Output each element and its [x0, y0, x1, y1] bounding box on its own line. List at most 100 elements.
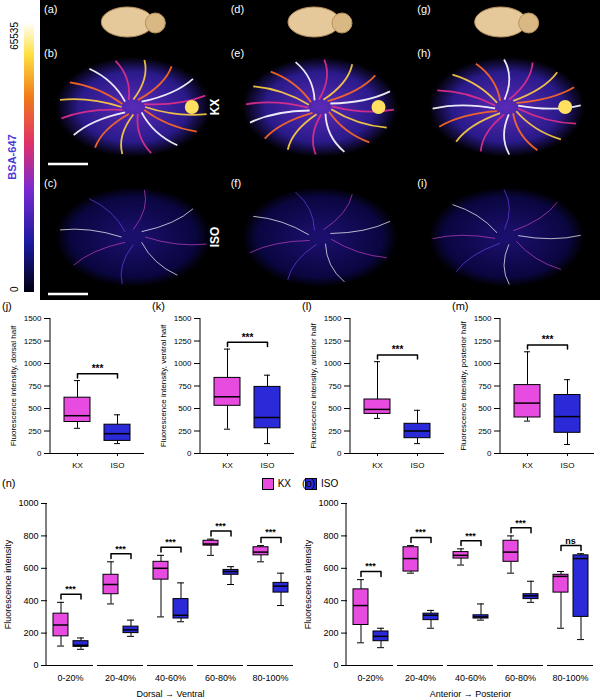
svg-text:1000: 1000: [24, 359, 42, 368]
svg-text:1500: 1500: [24, 314, 42, 323]
svg-text:(e): (e): [231, 47, 244, 59]
svg-text:***: ***: [92, 363, 104, 374]
html-text:(k): (k): [152, 300, 165, 312]
svg-text:60-80%: 60-80%: [505, 673, 536, 683]
svg-text:1000: 1000: [324, 359, 342, 368]
svg-text:Dorsal → Ventral: Dorsal → Ventral: [136, 689, 204, 699]
svg-text:40-60%: 40-60%: [455, 673, 486, 683]
svg-text:600: 600: [323, 563, 338, 573]
svg-text:750: 750: [178, 382, 192, 391]
svg-text:1000: 1000: [474, 359, 492, 368]
svg-text:750: 750: [328, 382, 342, 391]
svg-text:800: 800: [23, 531, 38, 541]
svg-text:80-100%: 80-100%: [252, 673, 288, 683]
svg-text:500: 500: [478, 404, 492, 413]
svg-text:ISO: ISO: [561, 461, 575, 470]
svg-text:0: 0: [37, 449, 42, 458]
svg-text:1500: 1500: [474, 314, 492, 323]
svg-text:***: ***: [165, 537, 176, 547]
svg-text:***: ***: [542, 334, 554, 345]
svg-text:250: 250: [28, 427, 42, 436]
svg-text:750: 750: [478, 382, 492, 391]
svg-text:20-40%: 20-40%: [105, 673, 136, 683]
svg-text:1500: 1500: [324, 314, 342, 323]
svg-text:***: ***: [392, 344, 404, 355]
svg-text:Fluorescence intensity, anteri: Fluorescence intensity, anterior half: [309, 322, 318, 448]
svg-text:1250: 1250: [324, 337, 342, 346]
svg-text:KX: KX: [208, 99, 222, 116]
svg-text:0-20%: 0-20%: [357, 673, 383, 683]
svg-text:ISO: ISO: [261, 461, 275, 470]
svg-text:200: 200: [23, 628, 38, 638]
svg-text:ns: ns: [565, 536, 576, 546]
svg-text:(a): (a): [44, 3, 57, 15]
svg-text:***: ***: [65, 584, 76, 594]
svg-text:KX: KX: [72, 461, 83, 470]
svg-text:0: 0: [337, 449, 342, 458]
svg-text:1000: 1000: [174, 359, 192, 368]
html-text:(n): (n): [2, 477, 16, 489]
svg-text:Fluorescence intensity, ventra: Fluorescence intensity, ventral half: [159, 324, 168, 447]
svg-text:(h): (h): [417, 47, 430, 59]
html-text:(m): (m): [452, 300, 469, 312]
svg-text:0: 0: [333, 660, 338, 670]
svg-text:Fluorescence intensity: Fluorescence intensity: [303, 539, 313, 629]
svg-text:1250: 1250: [174, 337, 192, 346]
svg-text:750: 750: [28, 382, 42, 391]
svg-text:0: 0: [9, 286, 20, 292]
svg-text:600: 600: [23, 563, 38, 573]
svg-text:KX: KX: [522, 461, 533, 470]
svg-text:Fluorescence intensity, poster: Fluorescence intensity, posterior half: [459, 320, 468, 450]
svg-text:BSA-647: BSA-647: [6, 134, 18, 179]
html-text:KX: KX: [277, 478, 291, 489]
svg-text:***: ***: [515, 518, 526, 528]
svg-text:***: ***: [265, 527, 276, 537]
svg-text:20-40%: 20-40%: [405, 673, 436, 683]
svg-text:KX: KX: [222, 461, 233, 470]
svg-text:1250: 1250: [24, 337, 42, 346]
svg-text:250: 250: [478, 427, 492, 436]
svg-text:250: 250: [328, 427, 342, 436]
svg-text:Fluorescence intensity: Fluorescence intensity: [3, 539, 13, 629]
html-text:ISO: ISO: [321, 478, 339, 489]
html-text:(o): (o): [302, 477, 316, 489]
svg-text:1000: 1000: [318, 498, 338, 508]
svg-text:1500: 1500: [174, 314, 192, 323]
svg-text:500: 500: [328, 404, 342, 413]
svg-text:500: 500: [178, 404, 192, 413]
svg-text:(b): (b): [44, 47, 57, 59]
svg-text:250: 250: [178, 427, 192, 436]
svg-text:***: ***: [415, 527, 426, 537]
svg-text:200: 200: [323, 628, 338, 638]
svg-text:40-60%: 40-60%: [155, 673, 186, 683]
svg-text:0: 0: [187, 449, 192, 458]
svg-text:(f): (f): [231, 177, 241, 189]
svg-text:1000: 1000: [18, 498, 38, 508]
svg-text:80-100%: 80-100%: [552, 673, 588, 683]
svg-text:60-80%: 60-80%: [205, 673, 236, 683]
svg-text:Fluorescence intensity, dorsal: Fluorescence intensity, dorsal half: [9, 325, 18, 446]
svg-text:***: ***: [215, 521, 226, 531]
svg-text:65535: 65535: [9, 22, 20, 50]
svg-text:***: ***: [365, 561, 376, 571]
svg-text:***: ***: [465, 531, 476, 541]
svg-text:0-20%: 0-20%: [57, 673, 83, 683]
svg-text:(g): (g): [417, 3, 430, 15]
svg-text:0: 0: [487, 449, 492, 458]
svg-text:400: 400: [323, 596, 338, 606]
svg-text:400: 400: [23, 596, 38, 606]
svg-text:***: ***: [115, 544, 126, 554]
svg-text:(d): (d): [231, 3, 244, 15]
svg-text:800: 800: [323, 531, 338, 541]
svg-text:1250: 1250: [474, 337, 492, 346]
svg-text:ISO: ISO: [411, 461, 425, 470]
svg-text:KX: KX: [372, 461, 383, 470]
svg-text:***: ***: [242, 332, 254, 343]
svg-text:Anterior → Posterior: Anterior → Posterior: [430, 689, 512, 699]
svg-text:0: 0: [33, 660, 38, 670]
svg-text:(i): (i): [417, 177, 427, 189]
svg-text:ISO: ISO: [208, 227, 222, 248]
svg-text:(c): (c): [44, 177, 57, 189]
svg-text:500: 500: [28, 404, 42, 413]
svg-text:ISO: ISO: [111, 461, 125, 470]
